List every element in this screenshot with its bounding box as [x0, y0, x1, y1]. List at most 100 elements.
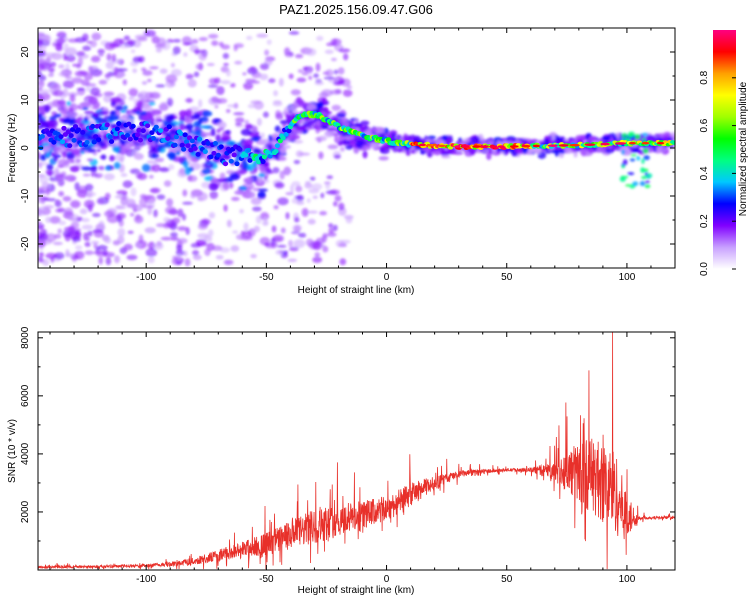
- heat-blob: [141, 67, 147, 71]
- heat-blob: [72, 236, 81, 242]
- heat-blob: [217, 98, 228, 104]
- heat-blob: [204, 248, 211, 257]
- heat-blob: [209, 190, 219, 200]
- heat-blob: [160, 236, 173, 241]
- heat-blob: [120, 110, 127, 114]
- heat-blob: [103, 210, 115, 218]
- heat-blob: [641, 158, 645, 164]
- heat-blob: [151, 163, 161, 173]
- heat-blob: [222, 52, 230, 60]
- heat-blob: [147, 78, 152, 83]
- heat-blob: [397, 148, 403, 153]
- heat-blob: [197, 223, 208, 230]
- heat-blob: [266, 39, 272, 45]
- heat-blob: [627, 172, 635, 176]
- snr-x-axis-label: Height of straight line (km): [298, 585, 415, 596]
- heat-blob: [113, 161, 121, 169]
- heat-blob: [67, 111, 78, 119]
- heat-blob: [84, 139, 90, 145]
- heat-blob: [197, 197, 204, 202]
- heat-blob: [311, 183, 323, 191]
- heat-blob: [148, 101, 156, 106]
- heat-blob: [120, 148, 126, 156]
- heat-blob: [640, 167, 645, 173]
- x-tick-label: 100: [619, 272, 636, 283]
- spectrogram-x-axis-label: Height of straight line (km): [298, 285, 415, 296]
- heat-blob: [134, 243, 141, 248]
- heat-blob: [195, 63, 204, 70]
- heat-blob: [119, 45, 130, 49]
- heat-blob: [315, 62, 321, 72]
- heat-blob: [192, 146, 198, 151]
- snr-panel: -100 -50 0 50 100 2000 4000 6000 8000 Height of…: [7, 326, 676, 596]
- heat-blob: [49, 116, 57, 122]
- heat-blob: [52, 146, 61, 151]
- heat-blob: [120, 173, 128, 177]
- heat-blob: [328, 223, 334, 228]
- heat-blob: [378, 156, 389, 161]
- heat-blob: [86, 40, 93, 44]
- heat-blob: [323, 76, 335, 80]
- heat-blob: [480, 145, 489, 148]
- heat-blob: [155, 47, 163, 53]
- heat-blob: [65, 174, 77, 182]
- heat-blob: [183, 161, 189, 169]
- heat-blob: [332, 201, 338, 207]
- heat-blob: [288, 134, 294, 141]
- heat-blob: [550, 149, 561, 154]
- heat-blob: [309, 119, 317, 124]
- heat-blob: [334, 135, 339, 144]
- heat-blob: [239, 209, 244, 214]
- heat-blob: [295, 125, 307, 132]
- heat-blob: [419, 143, 426, 147]
- heat-blob: [253, 225, 260, 233]
- heat-blob: [163, 180, 172, 187]
- heat-blob: [182, 201, 193, 205]
- heat-blob: [66, 101, 71, 106]
- heat-blob: [636, 155, 641, 161]
- heat-blob: [201, 110, 213, 117]
- heat-blob: [150, 135, 156, 141]
- heat-blob: [89, 87, 101, 96]
- heat-blob: [642, 132, 649, 137]
- heat-blob: [273, 90, 279, 97]
- heat-blob: [321, 89, 333, 97]
- heat-blob: [293, 225, 301, 233]
- heat-blob: [257, 191, 266, 198]
- heat-blob: [259, 73, 269, 81]
- heat-blob: [185, 166, 191, 175]
- heat-blob: [81, 166, 92, 171]
- heat-blob: [80, 129, 86, 135]
- heat-blob: [285, 192, 294, 196]
- snr-series-line: [38, 332, 675, 570]
- heat-blob: [46, 132, 53, 137]
- heat-blob: [113, 66, 119, 76]
- heat-blob: [249, 66, 256, 72]
- heat-blob: [362, 150, 368, 159]
- heat-blob: [551, 133, 556, 141]
- heat-blob: [95, 137, 102, 143]
- heat-blob: [335, 239, 345, 248]
- heat-blob: [177, 226, 188, 231]
- heat-blob: [46, 163, 54, 171]
- heat-blob: [427, 152, 433, 158]
- heat-blob: [58, 64, 65, 69]
- heat-blob: [202, 149, 208, 155]
- heat-blob: [132, 56, 143, 64]
- heat-blob: [619, 176, 626, 183]
- heat-blob: [77, 122, 86, 128]
- heat-blob: [319, 107, 328, 112]
- heat-blob: [326, 175, 334, 180]
- heat-blob: [96, 148, 101, 152]
- heat-blob: [75, 51, 86, 57]
- heat-blob: [38, 58, 47, 66]
- heat-blob: [88, 66, 97, 72]
- heat-blob: [275, 110, 282, 118]
- x-tick-label: -50: [259, 574, 274, 585]
- heat-blob: [65, 117, 71, 124]
- heat-blob: [38, 49, 45, 58]
- heat-blob: [320, 192, 325, 199]
- heat-blob: [191, 39, 199, 44]
- heat-blob: [223, 62, 229, 67]
- heat-blob: [283, 145, 291, 149]
